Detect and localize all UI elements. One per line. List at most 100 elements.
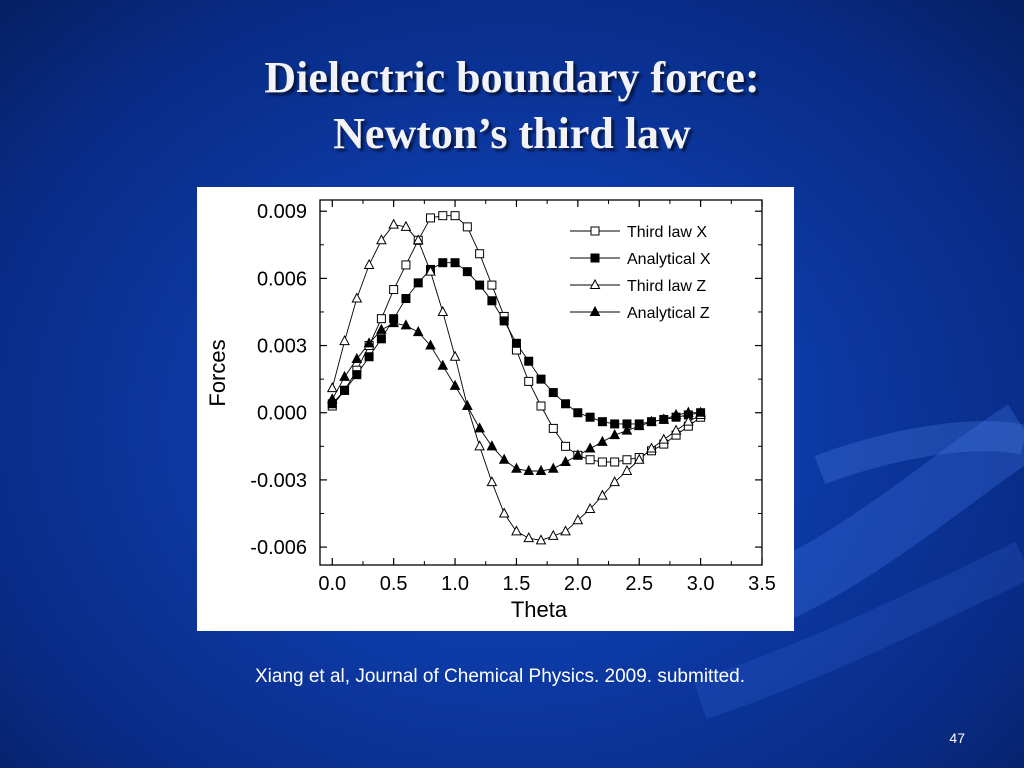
data-point-third-law-z <box>376 234 387 245</box>
data-point-third-law-z <box>425 265 436 276</box>
data-point-analytical-z <box>560 455 571 466</box>
legend-label-analytical-x: Analytical X <box>627 251 711 268</box>
data-point-analytical-z <box>695 406 706 417</box>
data-point-analytical-z <box>449 379 461 390</box>
data-point-third-law-z <box>523 532 535 543</box>
data-point-third-law-x <box>475 249 485 259</box>
data-point-third-law-x <box>597 457 607 467</box>
legend: Third law X Analytical X Third law Z Analyt… <box>570 224 711 322</box>
data-point-analytical-z <box>633 420 645 431</box>
x-tick-label: 3.0 <box>687 573 715 595</box>
data-point-analytical-x <box>438 258 448 268</box>
data-point-analytical-z <box>584 442 596 453</box>
x-tick-label: 0.0 <box>318 573 346 595</box>
data-point-analytical-x <box>536 374 546 384</box>
legend-marker-analytical-z <box>589 305 601 316</box>
data-point-third-law-z <box>437 305 449 316</box>
legend-marker-third-law-z <box>589 278 601 289</box>
data-point-third-law-x <box>450 211 460 221</box>
page-number: 47 <box>949 730 965 746</box>
data-point-third-law-x <box>548 423 558 433</box>
data-point-third-law-x <box>462 222 472 232</box>
data-point-third-law-z <box>351 292 363 303</box>
data-point-third-law-x <box>536 401 546 411</box>
legend-label-third-law-z: Third law Z <box>627 278 706 295</box>
data-point-analytical-x <box>573 408 583 418</box>
data-point-analytical-x <box>462 267 472 277</box>
data-point-analytical-x <box>610 419 620 429</box>
data-point-analytical-z <box>412 326 424 337</box>
forces-vs-theta-chart: 0.0 0.5 1.0 1.5 2.0 2.5 3.0 3.5 0.009 0.006 0.003 0… <box>205 199 776 622</box>
data-point-third-law-z <box>646 442 657 453</box>
data-point-third-law-x <box>622 455 632 465</box>
data-point-third-law-z <box>658 433 670 444</box>
data-point-analytical-z <box>646 415 657 426</box>
data-point-analytical-x <box>487 296 497 306</box>
data-point-analytical-z <box>462 399 473 411</box>
y-tick-label: 0.009 <box>257 201 307 223</box>
data-point-third-law-z <box>474 440 485 451</box>
x-tick-label: 2.5 <box>625 573 653 595</box>
x-tick-label: 0.5 <box>380 573 408 595</box>
data-point-third-law-z <box>547 529 559 540</box>
data-point-analytical-x <box>548 388 558 398</box>
data-point-analytical-z <box>547 462 559 473</box>
y-tick-label: 0.003 <box>257 336 307 358</box>
slide-title-line-1: Dielectric boundary force: <box>264 53 760 102</box>
legend-marker-third-law-x <box>590 226 600 236</box>
data-point-third-law-x <box>426 213 435 223</box>
citation: Xiang et al, Journal of Chemical Physics… <box>254 666 746 687</box>
data-point-third-law-x <box>610 457 620 467</box>
data-point-third-law-z <box>560 525 571 536</box>
data-point-analytical-z <box>683 406 694 417</box>
data-point-third-law-x <box>561 441 571 451</box>
data-point-third-law-z <box>449 350 461 361</box>
data-point-third-law-z <box>486 476 498 487</box>
chart-panel: 0.0 0.5 1.0 1.5 2.0 2.5 3.0 3.5 0.009 0.006 0.003 0… <box>197 187 794 631</box>
y-tick-label: -0.003 <box>250 470 307 492</box>
data-point-analytical-z <box>363 337 375 348</box>
x-tick-label: 1.5 <box>503 573 531 595</box>
y-tick-label: 0.006 <box>257 268 307 290</box>
slide-title: Dielectric boundary force: Newton’s thir… <box>0 50 1024 162</box>
y-tick-label: -0.006 <box>250 537 307 559</box>
data-point-third-law-z <box>535 534 547 545</box>
data-point-analytical-z <box>339 370 350 381</box>
data-point-analytical-x <box>364 352 374 362</box>
data-point-analytical-x <box>376 334 386 344</box>
slide-title-line-2: Newton’s third law <box>333 109 691 158</box>
data-point-third-law-z <box>388 218 399 229</box>
data-point-analytical-z <box>511 462 522 473</box>
data-point-analytical-z <box>437 359 449 370</box>
data-point-analytical-x <box>511 338 521 348</box>
data-point-analytical-x <box>597 417 607 427</box>
data-point-analytical-x <box>340 385 350 395</box>
plot-frame <box>319 199 763 566</box>
data-point-third-law-z <box>412 234 424 245</box>
data-point-analytical-z <box>498 453 510 464</box>
data-point-analytical-z <box>486 440 498 451</box>
legend-label-third-law-x: Third law X <box>627 224 707 241</box>
data-point-third-law-x <box>524 376 534 386</box>
data-point-analytical-z <box>326 393 338 404</box>
data-point-third-law-z <box>572 514 584 525</box>
series-line-third-law-z <box>331 224 701 541</box>
data-point-third-law-z <box>609 476 620 487</box>
data-point-third-law-z <box>670 424 682 435</box>
data-point-analytical-z <box>400 319 412 330</box>
x-tick-label: 2.0 <box>564 573 592 595</box>
data-point-analytical-z <box>609 429 620 440</box>
data-point-third-law-z <box>511 525 522 536</box>
y-tick-label: 0.000 <box>257 403 307 425</box>
data-point-analytical-x <box>524 356 534 366</box>
data-point-analytical-x <box>401 294 411 304</box>
data-point-third-law-x <box>376 314 386 324</box>
data-point-analytical-z <box>670 408 682 419</box>
data-point-analytical-x <box>499 316 509 326</box>
data-point-analytical-z <box>388 317 399 328</box>
data-point-third-law-z <box>363 258 375 269</box>
data-point-analytical-z <box>425 339 436 350</box>
x-axis-title: Theta <box>511 597 568 622</box>
data-point-third-law-z <box>597 489 608 500</box>
